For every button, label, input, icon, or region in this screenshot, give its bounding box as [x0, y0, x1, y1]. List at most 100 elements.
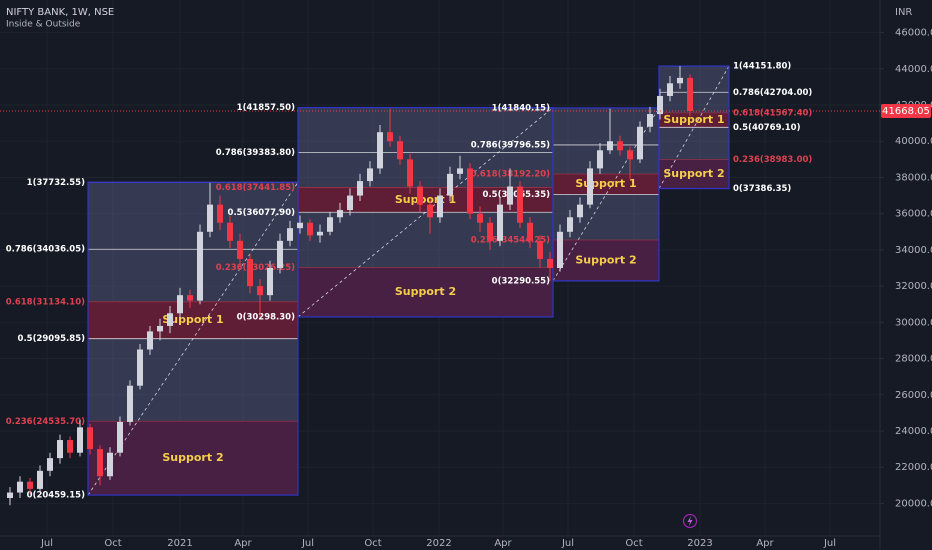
alert-icon[interactable]	[682, 513, 698, 529]
candle-body	[157, 325, 163, 332]
fib-box-border	[552, 107, 660, 282]
support-label: Support 2	[162, 451, 223, 464]
candle-body	[117, 421, 123, 453]
candle-body	[497, 204, 503, 241]
candle-body	[67, 440, 73, 453]
y-tick-label: 38000.00	[895, 172, 932, 183]
candle-body	[607, 141, 613, 151]
candle-body	[107, 452, 113, 477]
y-tick-label: 46000.00	[895, 28, 932, 39]
candle-body	[227, 222, 233, 241]
candle-body	[17, 481, 23, 493]
candle-body	[367, 168, 373, 182]
candle-body	[437, 195, 443, 218]
fib-level-label: 0.618(31134.10)	[6, 297, 85, 307]
candle-body	[187, 295, 193, 301]
candle-body	[577, 204, 583, 218]
y-tick-label: 22000.00	[895, 462, 932, 473]
candle-body	[287, 228, 293, 241]
support-zone	[553, 240, 659, 281]
candle-body	[337, 210, 343, 218]
fib-level-label: 0(30298.30)	[237, 312, 295, 322]
support-label: Support 2	[575, 253, 636, 266]
candle-body	[197, 231, 203, 301]
fib-level-label: 0(37386.35)	[733, 184, 791, 194]
candle-body	[217, 204, 223, 223]
candle-body	[547, 258, 553, 268]
x-tick-label: Oct	[625, 538, 642, 549]
support-zone	[659, 112, 729, 128]
fib-level-label: 0.236(33026.25)	[216, 263, 295, 273]
fib-level-label: 0.786(42704.00)	[733, 88, 812, 98]
candle-body	[357, 181, 363, 196]
x-tick-label: Oct	[104, 538, 121, 549]
candle-body	[267, 268, 273, 296]
candle-body	[637, 126, 643, 160]
candle-body	[687, 77, 693, 112]
y-tick-label: 24000.00	[895, 426, 932, 437]
candle-body	[427, 204, 433, 218]
candle-body	[127, 385, 133, 422]
candle-body	[147, 331, 153, 350]
y-tick-label: 44000.00	[895, 64, 932, 75]
fib-level-label: 0.236(34544.25)	[471, 236, 550, 246]
candle-body	[277, 240, 283, 268]
candle-body	[527, 222, 533, 241]
y-tick-label: 30000.00	[895, 317, 932, 328]
x-tick-label: 2021	[167, 538, 192, 549]
candle-body	[407, 159, 413, 187]
fib-level-label: 0(20459.15)	[27, 491, 85, 501]
x-tick-label: 2022	[426, 538, 451, 549]
currency-label: INR	[895, 7, 912, 18]
support-label: Support 1	[162, 313, 223, 326]
candle-body	[347, 195, 353, 211]
candle-body	[237, 240, 243, 259]
y-tick-label: 36000.00	[895, 209, 932, 220]
fib-box-border	[658, 65, 730, 190]
y-tick-label: 40000.00	[895, 136, 932, 147]
candle-body	[677, 77, 683, 84]
fib-level-label: 0.236(24535.70)	[6, 417, 85, 427]
fib-level-label: 0.236(38983.00)	[733, 155, 812, 165]
support-zone	[298, 267, 553, 317]
chart-title: NIFTY BANK, 1W, NSE	[6, 7, 114, 18]
candle-body	[557, 231, 563, 268]
candle-body	[37, 470, 43, 489]
support-zone	[553, 173, 659, 195]
candle-body	[297, 222, 303, 229]
support-zone	[88, 301, 298, 339]
fib-level-label: 0.786(39383.80)	[216, 148, 295, 158]
support-label: Support 2	[395, 285, 456, 298]
fib-level-label: 0.618(41567.40)	[733, 108, 812, 118]
candle-body	[467, 168, 473, 214]
candle-body	[387, 132, 393, 142]
candle-body	[587, 168, 593, 205]
x-tick-label: Jul	[561, 538, 574, 549]
candle-body	[77, 427, 83, 453]
candle-body	[27, 481, 33, 489]
candle-body	[617, 141, 623, 151]
candle-body	[457, 168, 463, 174]
candle-body	[97, 449, 103, 477]
fib-level-label: 0.618(37441.85)	[216, 183, 295, 193]
x-tick-label: Jul	[823, 538, 836, 549]
candle-body	[247, 258, 253, 287]
fib-level-label: 1(41857.50)	[237, 103, 295, 113]
candle-body	[477, 213, 483, 223]
fib-level-label: 1(41840.15)	[492, 103, 550, 113]
x-tick-label: Oct	[364, 538, 381, 549]
fib-level-label: 1(44151.80)	[733, 62, 791, 72]
y-tick-label: 20000.00	[895, 498, 932, 509]
fib-level-label: 1(37732.55)	[27, 178, 85, 188]
plot-area	[87, 65, 730, 496]
y-tick-label: 26000.00	[895, 390, 932, 401]
fib-level-label: 0.5(40769.10)	[733, 123, 801, 133]
x-tick-label: 2023	[687, 538, 712, 549]
candle-body	[87, 427, 93, 450]
candle-body	[137, 349, 143, 386]
candle-body	[327, 217, 333, 232]
candle-body	[167, 313, 173, 326]
candle-body	[47, 458, 53, 471]
support-label: Support 1	[575, 177, 636, 190]
candle-body	[517, 186, 523, 223]
